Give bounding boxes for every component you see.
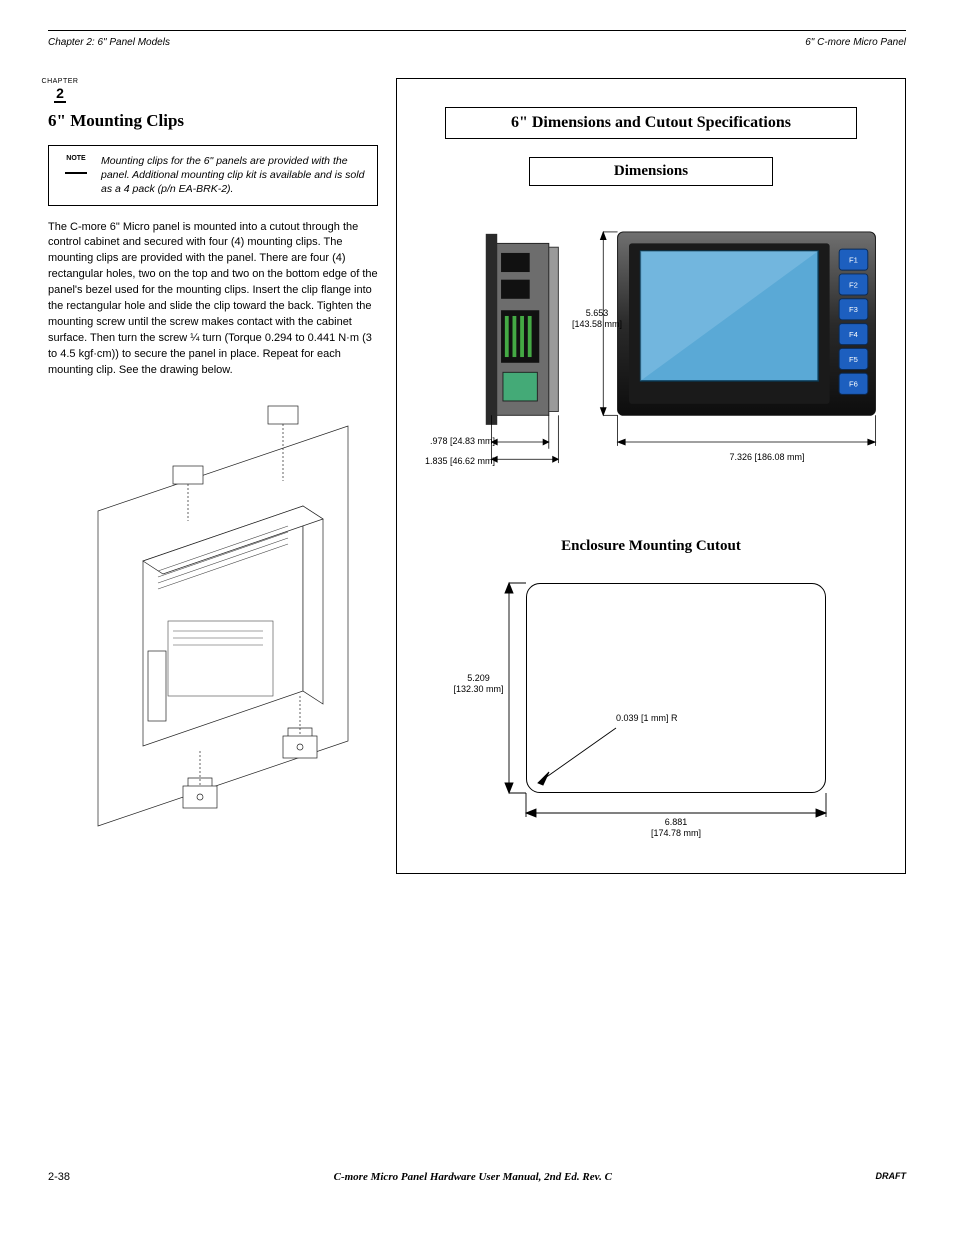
dim-depth-1: .978 [24.83 mm]	[415, 436, 495, 447]
page-footer: 2-38 C-more Micro Panel Hardware User Ma…	[48, 1171, 906, 1183]
section-title: 6" Mounting Clips	[48, 111, 378, 131]
header-right: 6" C-more Micro Panel	[805, 37, 906, 48]
footer-rev: DRAFT	[876, 1171, 907, 1183]
cutout-height: 5.209 [132.30 mm]	[451, 673, 506, 695]
note-text: Mounting clips for the 6" panels are pro…	[101, 155, 364, 195]
dim-width: 7.326 [186.08 mm]	[707, 452, 827, 463]
header-left: Chapter 2: 6" Panel Models	[48, 37, 170, 48]
svg-text:F1: F1	[849, 255, 858, 264]
cutout-figure: 5.209 [132.30 mm] 6.881 [174.78 mm] 0.03…	[471, 573, 831, 833]
note-icon: NOTE	[59, 154, 93, 197]
mounting-illustration	[48, 391, 378, 851]
dimensions-subtitle: Dimensions	[529, 157, 772, 186]
dim-height: 5.653 [143.58 mm]	[567, 308, 627, 330]
body-paragraph: The C-more 6" Micro panel is mounted int…	[48, 220, 378, 379]
page-header: Chapter 2: 6" Panel Models 6" C-more Mic…	[48, 37, 906, 48]
dim-depth-2: 1.835 [46.62 mm]	[405, 456, 495, 467]
chapter-tag: CHAPTER 2	[48, 78, 72, 103]
dimensions-title: 6" Dimensions and Cutout Specifications	[445, 107, 857, 139]
left-column: CHAPTER 2 6" Mounting Clips NOTE Mountin…	[48, 78, 378, 874]
svg-text:F2: F2	[849, 280, 858, 289]
cutout-title: Enclosure Mounting Cutout	[417, 538, 885, 555]
svg-text:F3: F3	[849, 305, 858, 314]
svg-text:F4: F4	[849, 330, 859, 339]
svg-text:F5: F5	[849, 355, 858, 364]
note-box: NOTE Mounting clips for the 6" panels ar…	[48, 145, 378, 206]
cutout-width: 6.881 [174.78 mm]	[631, 817, 721, 839]
footer-title: C-more Micro Panel Hardware User Manual,…	[334, 1171, 612, 1183]
svg-text:F6: F6	[849, 380, 858, 389]
right-column: 6" Dimensions and Cutout Specifications …	[396, 78, 906, 874]
chapter-number: 2	[54, 85, 66, 103]
page-number: 2-38	[48, 1171, 70, 1183]
cutout-radius: 0.039 [1 mm] R	[616, 713, 716, 724]
chapter-label: CHAPTER	[42, 78, 79, 85]
dimensions-figure: F1 F2 F3 F4 F5 F6	[417, 208, 885, 508]
